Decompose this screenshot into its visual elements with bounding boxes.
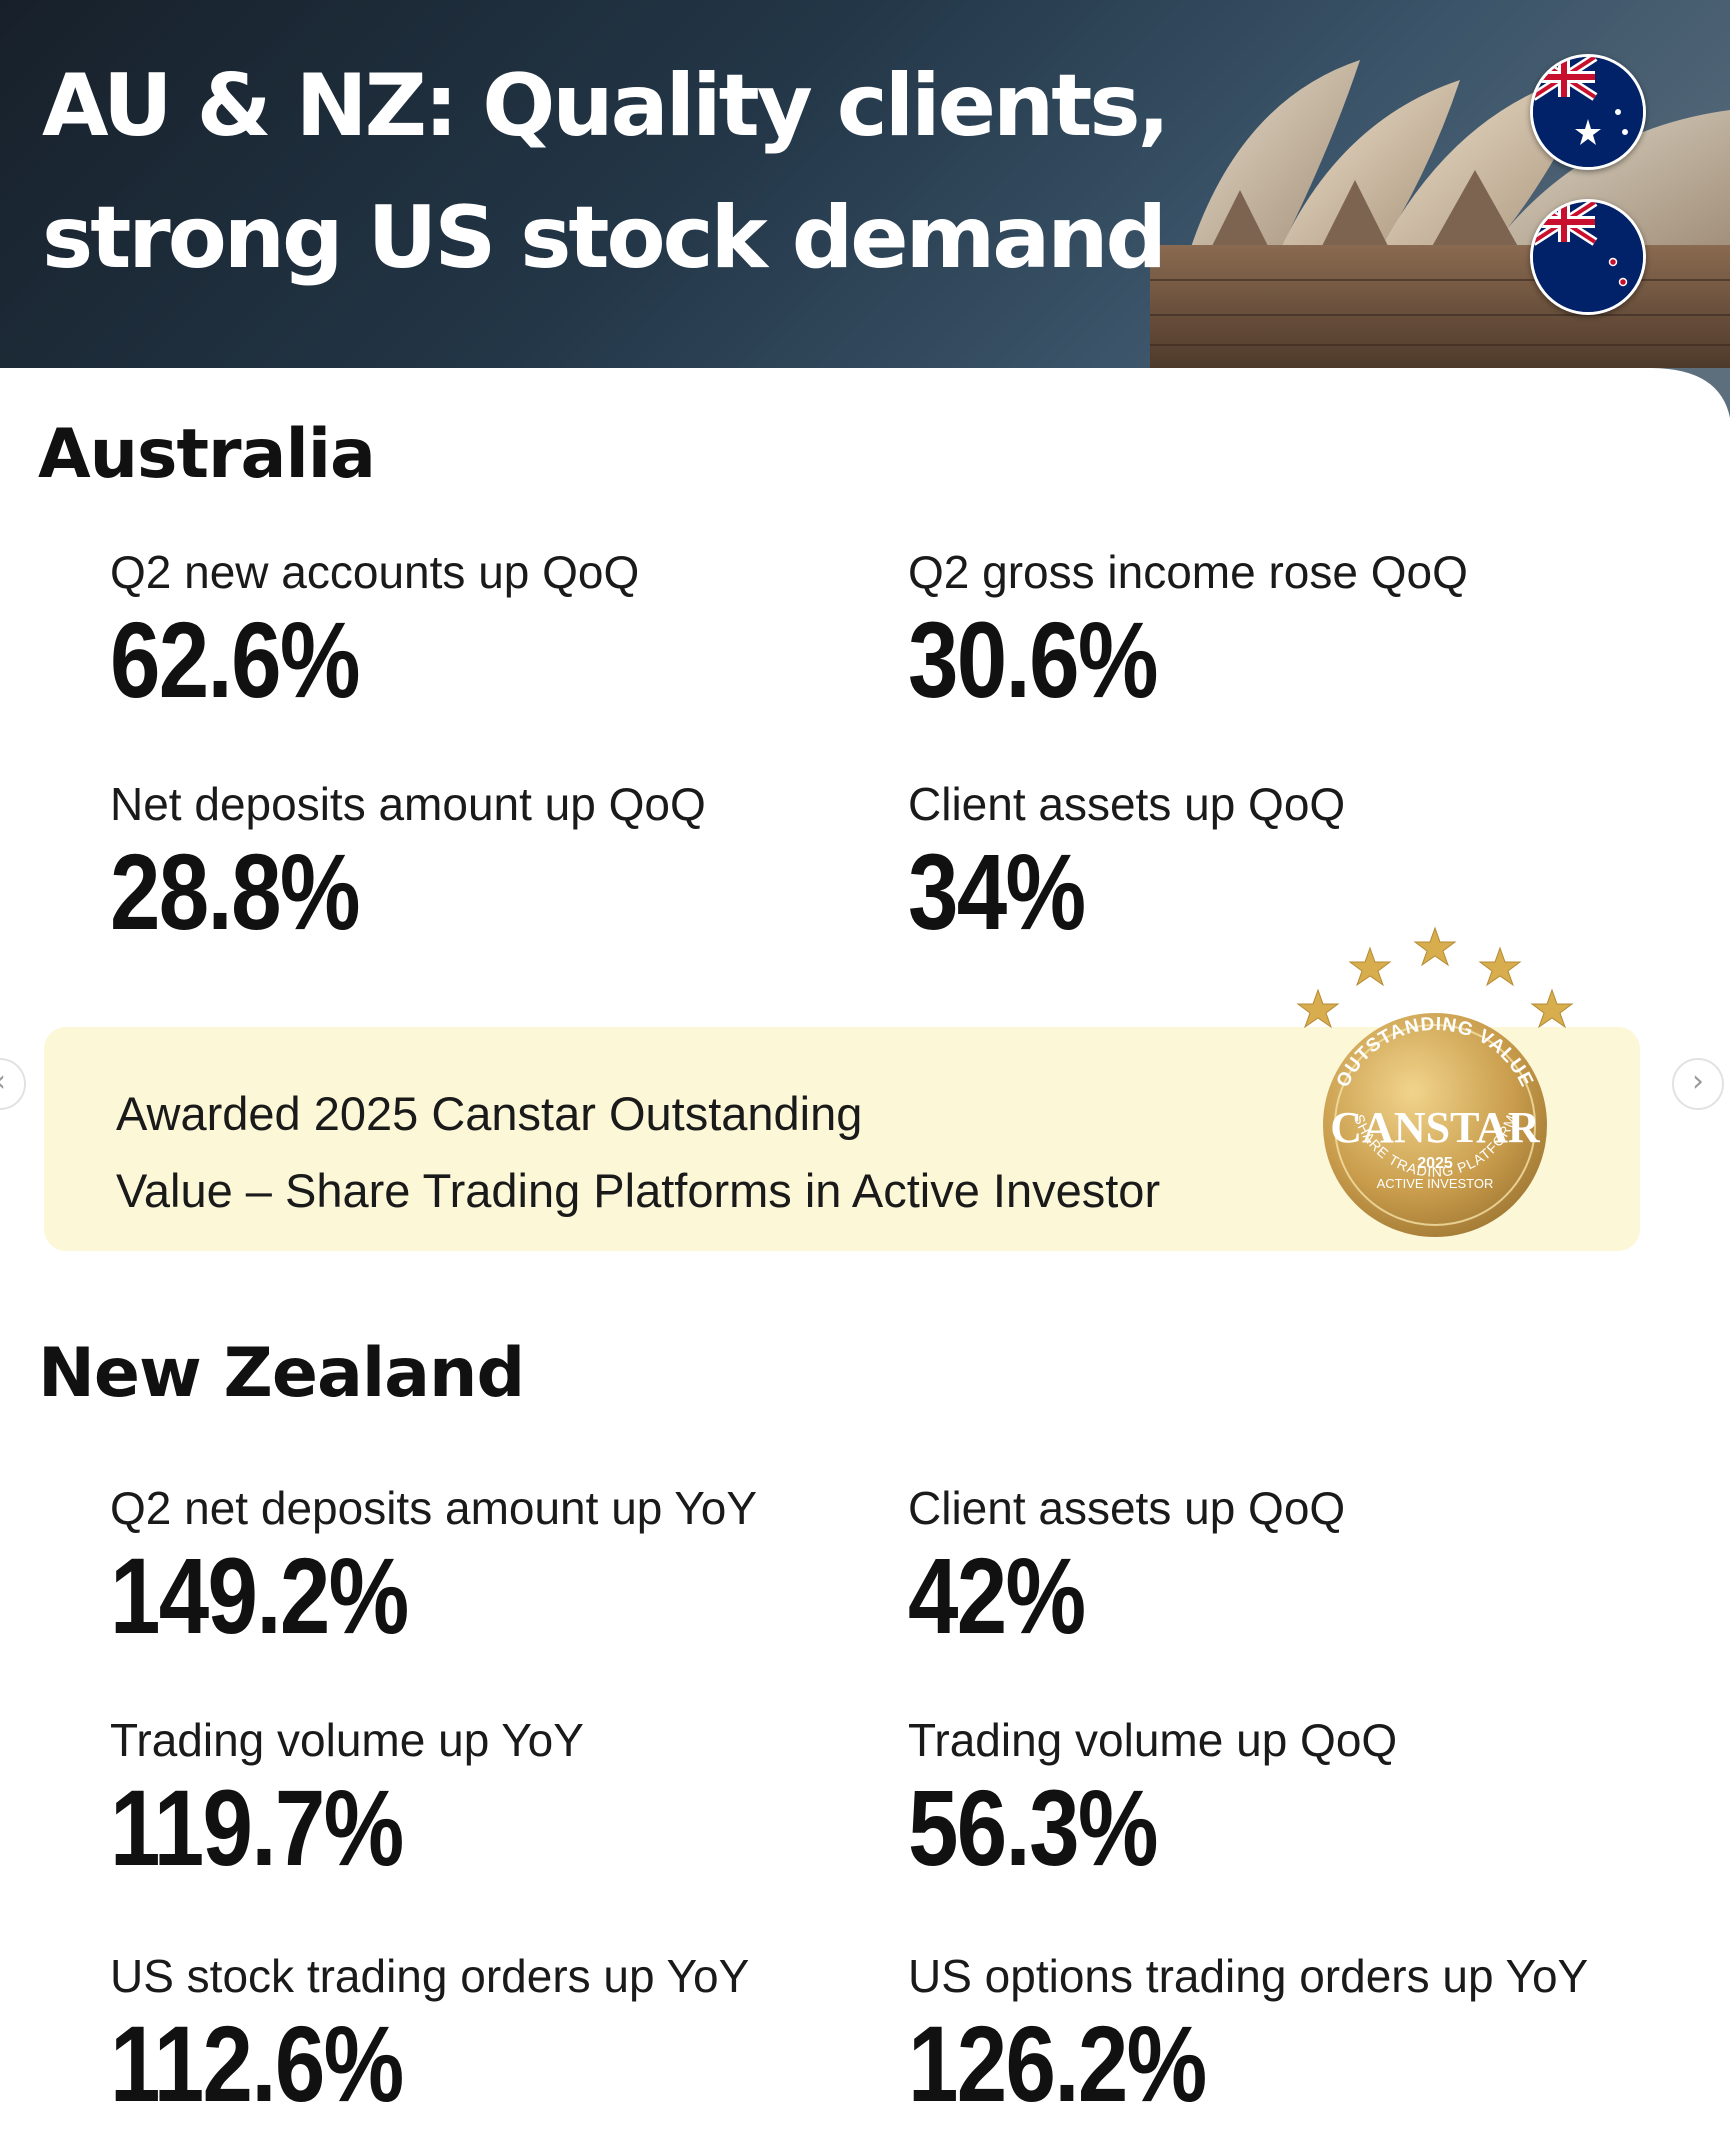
stat-value: 28.8% <box>110 831 361 952</box>
stat-label: Trading volume up QoQ <box>908 1714 1398 1766</box>
stat-label: US stock trading orders up YoY <box>110 1950 750 2002</box>
canstar-award-badge: OUTSTANDING VALUE CANSTAR 2025 ACTIVE IN… <box>1296 926 1574 1237</box>
australia-section-title: Australia <box>38 415 376 494</box>
stat-label: Q2 net deposits amount up YoY <box>110 1482 758 1534</box>
header-banner: AU & NZ: Quality clients, strong US stoc… <box>0 0 1730 368</box>
award-text: Awarded 2025 Canstar Outstanding Value –… <box>116 1075 1160 1229</box>
stat-au-client-assets: Client assets up QoQ 34% <box>908 776 1708 952</box>
title-line-1: AU & NZ: Quality clients, <box>42 56 1170 156</box>
stat-nz-trading-volume-qoq: Trading volume up QoQ 56.3% <box>908 1712 1708 1888</box>
stat-au-net-deposits: Net deposits amount up QoQ 28.8% <box>110 776 910 952</box>
stat-au-new-accounts: Q2 new accounts up QoQ 62.6% <box>110 544 910 720</box>
star-icons <box>1296 926 1574 1029</box>
stat-label: Q2 gross income rose QoQ <box>908 546 1468 598</box>
award-line-2: Value – Share Trading Platforms in Activ… <box>116 1164 1161 1217</box>
stat-label: Trading volume up YoY <box>110 1714 584 1766</box>
title-line-2: strong US stock demand <box>42 188 1167 288</box>
stat-nz-trading-volume-yoy: Trading volume up YoY 119.7% <box>110 1712 910 1888</box>
stat-value: 30.6% <box>908 599 1159 720</box>
stat-value: 126.2% <box>908 2003 1207 2124</box>
stat-value: 112.6% <box>110 2003 404 2124</box>
carousel-next-button[interactable]: › <box>1672 1058 1724 1110</box>
stat-label: Net deposits amount up QoQ <box>110 778 706 830</box>
page-title: AU & NZ: Quality clients, strong US stoc… <box>42 40 1170 304</box>
stat-value: 119.7% <box>110 1767 404 1888</box>
stat-label: Q2 new accounts up QoQ <box>110 546 640 598</box>
stat-value: 34% <box>908 831 1086 952</box>
stat-value: 56.3% <box>908 1767 1159 1888</box>
award-line-1: Awarded 2025 Canstar Outstanding <box>116 1087 863 1140</box>
australia-flag-icon <box>1530 54 1646 170</box>
badge-brand: CANSTAR <box>1330 1103 1541 1152</box>
stat-nz-net-deposits: Q2 net deposits amount up YoY 149.2% <box>110 1480 910 1656</box>
card-corner <box>1650 368 1730 418</box>
stat-value: 62.6% <box>110 599 361 720</box>
stat-label: Client assets up QoQ <box>908 778 1346 830</box>
badge-year: 2025 <box>1417 1155 1453 1172</box>
new-zealand-flag-icon <box>1530 199 1646 315</box>
stat-value: 149.2% <box>110 1535 409 1656</box>
stat-label: Client assets up QoQ <box>908 1482 1346 1534</box>
stat-au-gross-income: Q2 gross income rose QoQ 30.6% <box>908 544 1708 720</box>
stat-label: US options trading orders up YoY <box>908 1950 1589 2002</box>
stat-nz-client-assets: Client assets up QoQ 42% <box>908 1480 1708 1656</box>
badge-line-a: ACTIVE INVESTOR <box>1377 1176 1494 1191</box>
stat-nz-us-options-orders: US options trading orders up YoY 126.2% <box>908 1948 1708 2124</box>
stat-value: 42% <box>908 1535 1086 1656</box>
stat-nz-us-stock-orders: US stock trading orders up YoY 112.6% <box>110 1948 910 2124</box>
new-zealand-section-title: New Zealand <box>38 1334 525 1413</box>
